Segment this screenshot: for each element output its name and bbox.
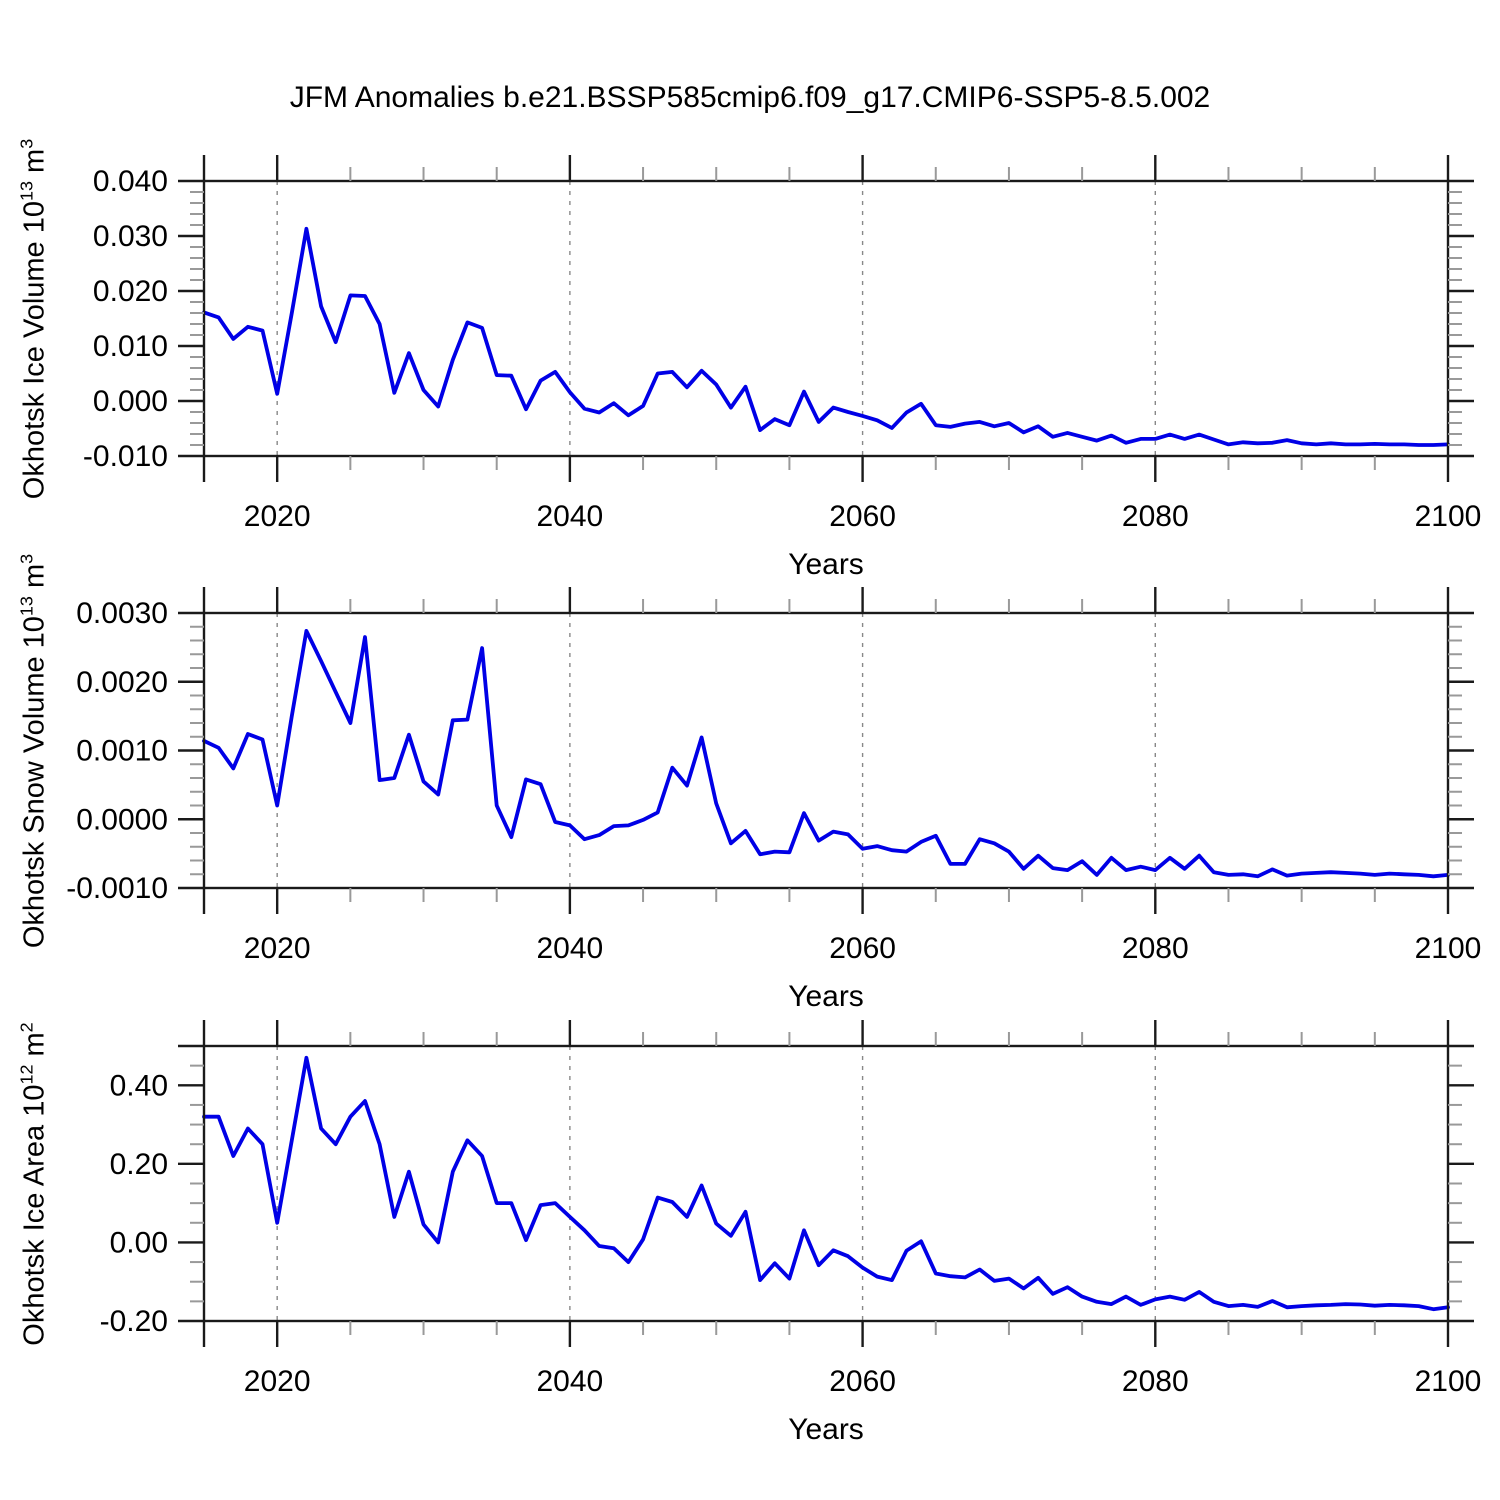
- snow-volume-line: [202, 629, 1450, 879]
- x-tick-label: 2020: [244, 1365, 311, 1398]
- xaxis-label-panel2: Years: [788, 980, 864, 1013]
- x-tick-label: 2040: [537, 1365, 604, 1398]
- x-tick-label: 2080: [1122, 932, 1189, 965]
- ice-volume-frame: [202, 179, 1450, 458]
- x-tick-label: 2100: [1415, 1365, 1482, 1398]
- yaxis-title-unit-exponent: 3: [16, 138, 37, 149]
- y-tick-label: 0.40: [110, 1069, 168, 1102]
- yaxis-title-ice-volume: Okhotsk Ice Volume 1013 m3: [17, 138, 52, 498]
- x-tick-label: 2100: [1415, 500, 1482, 533]
- y-tick-label: 0.000: [93, 385, 168, 418]
- x-tick-label: 2080: [1122, 500, 1189, 533]
- y-tick-label: 0.00: [110, 1226, 168, 1259]
- snow-volume-frame: [202, 611, 1450, 890]
- ice-volume-line: [202, 226, 1450, 447]
- yaxis-title-unit-exponent: 3: [16, 553, 37, 564]
- x-tick-label: 2060: [829, 1365, 896, 1398]
- xaxis-label-panel3: Years: [788, 1413, 864, 1446]
- y-tick-label: 0.040: [93, 165, 168, 198]
- y-tick-label: 0.010: [93, 330, 168, 363]
- xaxis-label-panel1: Years: [788, 548, 864, 581]
- y-tick-label: 0.0020: [76, 666, 168, 699]
- yaxis-title-unit: m: [18, 1031, 51, 1065]
- y-tick-label: 0.0030: [76, 597, 168, 630]
- yaxis-title-unit-exponent: 2: [16, 1021, 37, 1032]
- y-tick-label: 0.030: [93, 220, 168, 253]
- yaxis-title-exponent: 13: [16, 180, 37, 201]
- yaxis-title-text: Okhotsk Ice Volume 10: [18, 200, 51, 499]
- ice-area-frame: [202, 1044, 1450, 1323]
- yaxis-title-snow-volume: Okhotsk Snow Volume 1013 m3: [17, 553, 52, 947]
- x-tick-label: 2040: [537, 932, 604, 965]
- x-tick-label: 2040: [537, 500, 604, 533]
- y-tick-label: -0.010: [83, 440, 168, 473]
- yaxis-title-ice-area: Okhotsk Ice Area 1012 m2: [17, 1022, 52, 1345]
- yaxis-title-unit: m: [18, 148, 51, 181]
- x-tick-label: 2060: [829, 932, 896, 965]
- y-tick-label: 0.0010: [76, 735, 168, 768]
- yaxis-title-unit: m: [18, 563, 51, 596]
- x-tick-label: 2080: [1122, 1365, 1189, 1398]
- yaxis-title-exponent: 12: [16, 1064, 37, 1085]
- figure-title: JFM Anomalies b.e21.BSSP585cmip6.f09_g17…: [289, 81, 1211, 114]
- yaxis-title-text: Okhotsk Snow Volume 10: [18, 615, 51, 948]
- x-tick-label: 2100: [1415, 932, 1482, 965]
- yaxis-title-exponent: 13: [16, 595, 37, 616]
- y-tick-label: -0.0010: [66, 872, 168, 905]
- ice-area-line: [202, 1055, 1450, 1312]
- y-tick-label: 0.020: [93, 275, 168, 308]
- yaxis-title-text: Okhotsk Ice Area 10: [18, 1084, 51, 1346]
- x-tick-label: 2060: [829, 500, 896, 533]
- y-tick-label: 0.0000: [76, 803, 168, 836]
- y-tick-label: -0.20: [100, 1305, 168, 1338]
- x-tick-label: 2020: [244, 500, 311, 533]
- x-tick-label: 2020: [244, 932, 311, 965]
- y-tick-label: 0.20: [110, 1148, 168, 1181]
